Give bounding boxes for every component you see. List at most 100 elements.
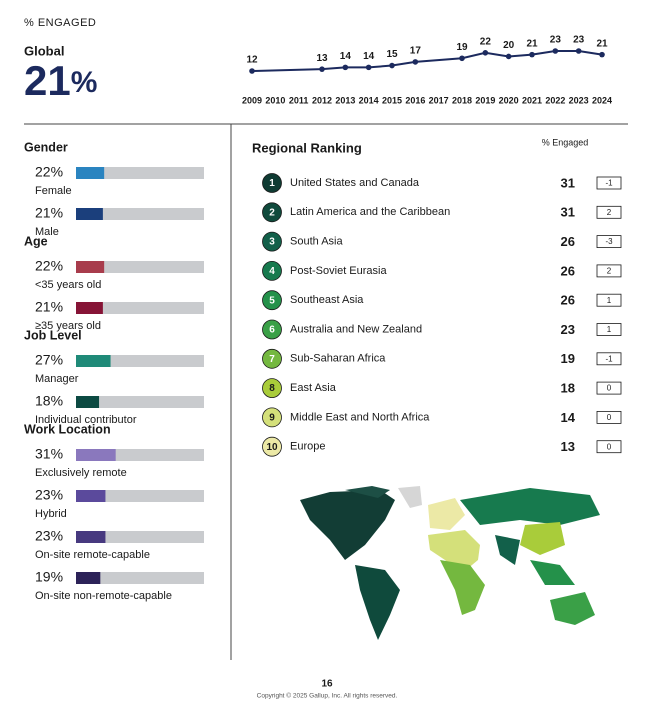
x-tick-label: 2020 [499, 95, 519, 105]
bar [76, 572, 101, 584]
world-map [300, 486, 600, 640]
rank-change: 0 [607, 384, 612, 393]
bar-track [76, 531, 204, 543]
rank-change: -1 [605, 179, 613, 188]
item-label: On-site non-remote-capable [35, 590, 172, 602]
section-label: % ENGAGED [24, 17, 96, 29]
region-name: Australia and New Zealand [290, 323, 422, 335]
rank-number: 7 [269, 354, 275, 365]
trend-point [505, 53, 512, 60]
bar-track [76, 261, 204, 273]
rank-badge [262, 348, 282, 369]
trend-point [482, 50, 489, 56]
region-value: 31 [561, 175, 575, 190]
bar [76, 490, 106, 502]
data-label: 15 [386, 49, 398, 60]
region-value: 19 [561, 351, 575, 366]
rank-badge [262, 378, 282, 399]
item-label: Exclusively remote [35, 467, 127, 479]
value-label: 23% [35, 528, 63, 544]
region-name: Middle East and North Africa [290, 411, 430, 423]
data-label: 14 [340, 51, 352, 62]
x-tick-label: 2013 [335, 95, 355, 105]
region-name: Southeast Asia [290, 294, 364, 306]
change-box [596, 235, 622, 249]
group-title: Job Level [24, 328, 82, 342]
global-value: 21% [24, 57, 97, 104]
x-tick-label: 2024 [592, 95, 612, 105]
data-label: 13 [316, 53, 328, 64]
copyright: Copyright © 2025 Gallup, Inc. All rights… [257, 692, 398, 700]
data-label: 14 [363, 51, 375, 62]
x-tick-label: 2017 [429, 95, 449, 105]
x-tick-label: 2018 [452, 95, 472, 105]
bar [76, 396, 100, 408]
map-southeast-asia [530, 560, 575, 585]
region-name: Post-Soviet Eurasia [290, 265, 387, 277]
map-europe [428, 498, 465, 530]
map-mena [428, 530, 480, 575]
map-south-asia [495, 535, 520, 565]
x-tick-label: 2021 [522, 95, 542, 105]
rank-change: 2 [607, 267, 612, 276]
trend-point [249, 68, 255, 74]
rank-badge [262, 319, 282, 340]
rank-number: 4 [269, 266, 275, 277]
data-label: 19 [456, 42, 468, 53]
value-label: 18% [35, 393, 63, 409]
map-north-america [300, 490, 395, 560]
bar [76, 167, 105, 179]
trend-point [389, 62, 395, 69]
rank-number: 10 [266, 442, 278, 453]
bar-track [76, 572, 204, 584]
data-label: 12 [246, 55, 258, 66]
change-box [596, 352, 622, 366]
rank-change: 0 [607, 413, 612, 422]
change-box [596, 440, 622, 454]
item-label: On-site remote-capable [35, 549, 150, 561]
rank-number: 1 [269, 178, 275, 189]
rank-number: 3 [269, 237, 275, 248]
value-label: 19% [35, 569, 63, 585]
region-value: 26 [561, 234, 575, 249]
item-label: Manager [35, 373, 79, 385]
trend-point [459, 55, 465, 62]
x-tick-label: 2011 [289, 95, 309, 105]
rank-badge [262, 202, 282, 223]
change-box [596, 264, 622, 278]
item-label: Hybrid [35, 508, 67, 520]
bar [76, 261, 105, 273]
x-tick-label: 2019 [475, 95, 495, 105]
global-label: Global [24, 43, 64, 58]
global-number: 21 [24, 57, 71, 104]
rank-number: 6 [269, 325, 275, 336]
page-number: 16 [321, 679, 333, 690]
x-tick-label: 2009 [242, 95, 262, 105]
data-label: 21 [596, 38, 608, 49]
trend-point [342, 64, 349, 71]
trend-point [575, 48, 582, 54]
rank-number: 9 [269, 413, 275, 424]
map-eurasia [460, 488, 600, 525]
region-value: 23 [561, 322, 575, 337]
value-label: 22% [35, 164, 63, 180]
group-title: Gender [24, 140, 68, 154]
trend-line [251, 50, 603, 72]
map-africa [440, 560, 485, 615]
rank-badge [262, 436, 282, 457]
region-name: Europe [290, 441, 325, 453]
bar-track [76, 490, 204, 502]
map-south-america [355, 565, 400, 640]
trend-point [552, 48, 559, 54]
map-east-asia [520, 522, 565, 555]
trend-point [319, 66, 325, 72]
region-value: 31 [561, 205, 575, 220]
data-label: 23 [573, 35, 585, 46]
change-box [596, 323, 622, 336]
column-header: % Engaged [542, 137, 589, 147]
bar [76, 208, 103, 220]
ranking-title: Regional Ranking [252, 140, 362, 155]
value-label: 21% [35, 205, 63, 221]
rank-change: 2 [607, 208, 612, 217]
bar-track [76, 167, 204, 179]
